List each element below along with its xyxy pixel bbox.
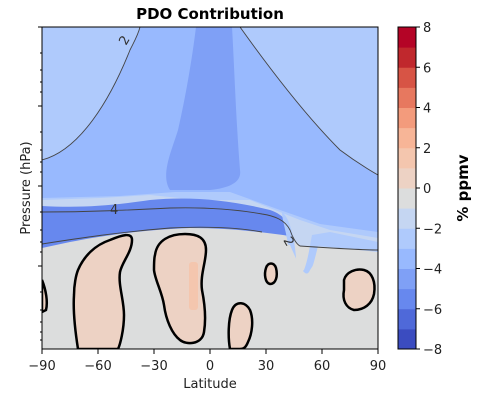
field-positive-pocket-c	[263, 262, 278, 286]
field-positive-pocket-left-edge	[42, 279, 49, 314]
field-positive-pocket-e	[227, 302, 254, 349]
colorbar-segment	[398, 208, 416, 229]
colorbar-tick-label: 6	[423, 61, 431, 76]
colorbar-tick-label: 2	[423, 142, 431, 157]
colorbar-segment	[398, 328, 416, 350]
field-positive-pocket-b	[152, 232, 208, 345]
colorbar-segment	[398, 228, 416, 249]
field-positive-pocket-a	[72, 233, 134, 349]
field-central-plume	[166, 27, 241, 190]
plot-area: 2 4 2	[42, 27, 378, 349]
x-tick-label: −30	[140, 359, 167, 374]
contour-line-middle	[42, 207, 378, 251]
colorbar-segment	[398, 147, 416, 169]
x-axis-label: Latitude	[183, 377, 237, 392]
x-tick-label: −90	[28, 359, 55, 374]
contour-line-lower	[42, 226, 263, 245]
colorbar-segment	[398, 167, 416, 189]
y-axis-label: Pressure (hPa)	[19, 141, 34, 234]
colorbar: 8 6 4 2 0 −2 −4 −6 −8	[397, 21, 442, 358]
x-tick-label: 30	[258, 359, 275, 374]
contour-line-upper-left	[42, 27, 141, 161]
colorbar-label: % ppmv	[454, 154, 472, 221]
colorbar-tick-label: −8	[423, 343, 442, 358]
x-tick-label: −60	[84, 359, 111, 374]
colorbar-segment	[398, 87, 416, 108]
colorbar-segment	[398, 188, 416, 209]
field-lower-region	[42, 235, 378, 349]
contour-label-middle: 4	[110, 203, 118, 218]
field-positive-pocket-d	[342, 268, 376, 312]
field-peak-pocket	[189, 262, 198, 310]
colorbar-tick-label: 4	[423, 102, 431, 117]
colorbar-segment	[398, 288, 416, 310]
chart-title: PDO Contribution	[136, 5, 284, 23]
colorbar-segment	[398, 268, 416, 290]
colorbar-segment	[398, 47, 416, 68]
colorbar-tick-label: 0	[423, 182, 431, 197]
contour-line-upper-right	[239, 27, 378, 176]
colorbar-segment	[398, 67, 416, 88]
colorbar-tick-label: 8	[423, 21, 431, 36]
x-tick-label: 0	[206, 359, 214, 374]
y-axis-ticks	[38, 26, 42, 341]
colorbar-segment	[398, 248, 416, 269]
colorbar-segment	[398, 107, 416, 129]
colorbar-segment	[398, 127, 416, 149]
x-tick-label: 90	[370, 359, 387, 374]
colorbar-tick-label: −2	[423, 222, 442, 237]
colorbar-segment	[398, 308, 416, 330]
colorbar-segment	[398, 27, 416, 48]
colorbar-tick-label: −6	[423, 303, 442, 318]
x-axis-ticks: −90 −60 −30 0 30 60 90	[28, 349, 386, 374]
x-tick-label: 60	[314, 359, 331, 374]
colorbar-tick-label: −4	[423, 263, 442, 278]
field-right-tongue	[282, 212, 378, 282]
